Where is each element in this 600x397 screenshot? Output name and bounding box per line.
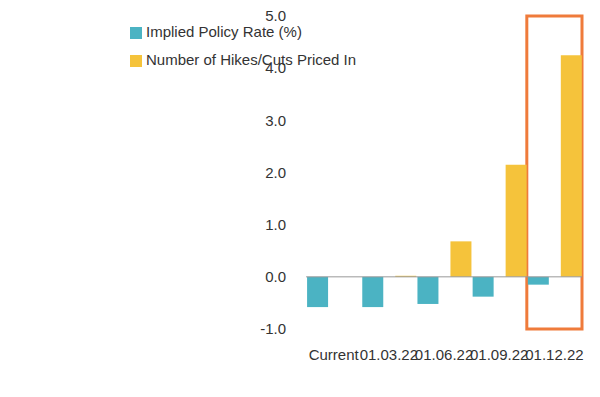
svg-text:01.06.22: 01.06.22 [415,346,473,363]
svg-text:01.03.22: 01.03.22 [360,346,418,363]
svg-text:-1.0: -1.0 [260,320,286,337]
svg-text:01.09.22: 01.09.22 [470,346,528,363]
svg-text:5.0: 5.0 [265,7,286,24]
svg-text:4.0: 4.0 [265,59,286,76]
svg-text:0.0: 0.0 [265,268,286,285]
svg-text:2.0: 2.0 [265,164,286,181]
svg-text:Current: Current [309,346,360,363]
svg-text:01.12.22: 01.12.22 [525,346,583,363]
svg-text:3.0: 3.0 [265,112,286,129]
svg-text:1.0: 1.0 [265,216,286,233]
